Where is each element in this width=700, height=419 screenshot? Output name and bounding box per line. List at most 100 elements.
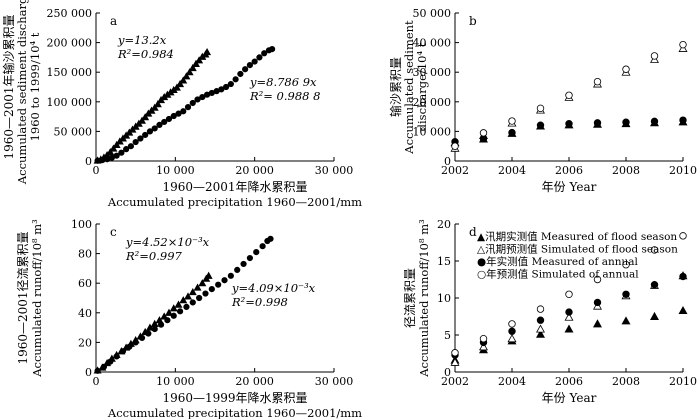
data-point-triangle-open [479,342,488,351]
panel-d: 2002 2004 2006 2008 2010 0 5 10 15 20 d 年份 Year 径流累积… [403,218,697,405]
data-point-triangle [165,308,173,316]
data-point-circle [240,260,247,268]
data-point-circle [215,281,222,288]
y-axis-label-en: Accumulated runoff/10⁸ m³ [417,219,431,378]
data-point-triangle [193,283,202,291]
r-squared-label: R²= 0.988 8 [249,89,320,103]
data-point-circle [127,143,135,150]
data-point-circle [237,70,244,78]
data-point-circle-filled [679,272,687,281]
data-point-circle-open [451,142,459,150]
data-point-circle [227,272,234,279]
data-point-circle-open [650,246,659,254]
data-point-circle-open [679,232,687,240]
data-point-circle-filled [536,121,545,129]
data-point-triangle [179,76,188,84]
y-axis-label-cn: 1960—2001径流累积量 [16,231,30,364]
y-tick-label: 100 000 [47,96,93,109]
data-point-triangle-open [536,324,545,333]
data-point-circle-filled [593,119,602,127]
data-point-circle [164,317,171,324]
y-tick-label: 0 [444,155,451,168]
data-point-circle [175,110,182,117]
data-point-circle [151,125,158,132]
x-tick-label: 30 000 [315,164,354,177]
data-point-circle [170,112,177,120]
x-axis-label-en: Accumulated precipitation 1960—2001/mm [107,195,362,209]
data-point-circle [100,363,108,370]
legend-entry: ▲汛期实测值 Measured of flood season [477,230,677,243]
data-point-circle-filled [536,316,545,324]
data-point-circle [113,353,120,360]
data-point-triangle [182,72,191,80]
y-axis-label-en: Accumulated sediment discharge [15,0,29,185]
data-point-triangle-filled [678,305,688,315]
data-point-triangle-filled [593,319,602,328]
panel-b: 2002 2004 2006 2008 2010 0 10 000 20 000 30 000 4… [388,7,697,194]
y-tick-label: 60 [78,277,92,290]
data-point-triangle [184,292,193,300]
data-point-circle [176,308,184,315]
data-point-circle-filled [622,290,630,298]
y-tick-label: 20 [437,218,451,231]
x-tick-label: 2004 [498,375,526,388]
series-circle-open [451,232,687,357]
data-point-circle [132,339,139,346]
data-point-circle [199,93,206,101]
data-point-triangle [106,147,115,156]
y-axis-label-cn: 1960—2001年输沙累积量 [1,14,16,159]
x-axis-label-en: Accumulated precipitation 1960—2001/mm [107,406,362,419]
y-axis-label-en: Accumulated sediment [402,20,416,155]
data-point-circle [261,50,268,57]
x-tick-label: 10 000 [156,164,195,177]
data-point-circle [189,99,196,107]
data-point-circle-open [565,290,573,298]
y-tick-label: 40 000 [413,37,452,50]
data-point-circle-open [650,52,659,60]
data-point-circle [246,254,254,262]
data-point-triangle [138,116,146,124]
data-point-circle-filled [650,117,659,126]
data-point-triangle [188,287,197,296]
x-axis-label: 年份 Year [542,180,597,194]
regression-equation: y=8.786 9x [249,75,317,89]
y-tick-label: 15 [437,255,451,268]
y-axis-label-en-2: 1960 to 1999/10⁴ t [28,32,42,141]
x-tick-label: 0 [93,375,100,388]
y-tick-label: 20 [78,336,92,349]
data-point-circle-open [479,129,488,137]
data-point-triangle-filled [621,316,631,325]
data-point-circle-filled [622,118,630,126]
y-tick-label: 0 [85,366,92,379]
data-point-circle [227,80,234,88]
y-tick-label: 0 [444,366,451,379]
y-tick-label: 200 000 [47,37,93,50]
data-point-triangle [204,271,213,279]
data-point-circle-open [565,91,573,99]
data-point-triangle [169,304,178,312]
data-point-circle [253,249,260,256]
y-tick-label: 150 000 [47,66,93,79]
data-point-triangle [195,56,204,64]
data-point-circle-open [622,261,630,269]
y-axis-label-en-2: discharge/10⁴ t [415,42,429,131]
data-point-triangle [172,83,181,91]
data-point-triangle [191,59,200,67]
data-point-circle [145,330,152,337]
data-point-circle-filled [650,280,659,289]
data-point-circle [242,66,249,73]
data-point-circle-filled [508,128,516,137]
y-tick-label: 10 [437,292,451,305]
data-point-circle [157,321,165,328]
x-tick-label: 2008 [612,375,640,388]
data-point-circle [189,299,196,306]
data-point-circle [246,61,254,69]
r-squared-label: R²=0.997 [125,249,183,263]
data-point-triangle [109,144,118,152]
series-circle [94,46,276,164]
legend-entry: ○年预测值 Simulated of annual [477,268,639,281]
data-point-circle-filled [679,116,687,124]
data-point-circle [223,83,230,91]
panel-label: b [469,14,477,28]
r-squared-label: R²=0.984 [117,47,174,61]
